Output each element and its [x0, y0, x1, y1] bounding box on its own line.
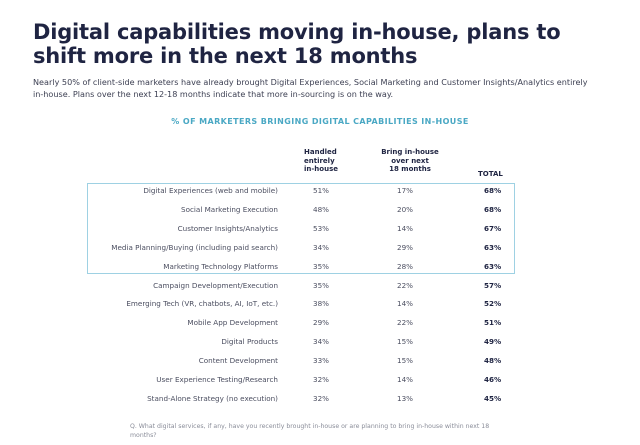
total-value: 52%	[484, 299, 502, 309]
table-row: Emerging Tech (VR, chatbots, AI, IoT, et…	[0, 295, 640, 313]
row-label: Stand-Alone Strategy (no execution)	[147, 393, 278, 403]
bring-value: 14%	[397, 223, 413, 233]
row-label: Marketing Technology Platforms	[163, 261, 278, 271]
column-header-total: TOTAL	[478, 170, 518, 179]
handled-value: 51%	[313, 186, 329, 195]
bring-value: 15%	[397, 337, 413, 347]
total-value: 63%	[484, 261, 502, 271]
handled-value: 35%	[313, 280, 329, 290]
handled-value: 34%	[313, 337, 329, 347]
column-header-handled: Handled entirely in-house	[304, 148, 354, 174]
bring-value: 28%	[397, 261, 413, 271]
bring-value: 14%	[397, 299, 413, 309]
row-label: Social Marketing Execution	[181, 204, 278, 214]
total-value: 63%	[484, 242, 502, 252]
bring-value: 14%	[397, 375, 413, 384]
title-line-1: Digital capabilities moving in-house, pl…	[33, 20, 561, 44]
handled-value: 32%	[313, 375, 329, 384]
table-row: User Experience Testing/Research 32% 14% 46…	[0, 371, 640, 389]
column-header-total-line-1: TOTAL	[478, 170, 503, 178]
row-label: Digital Experiences (web and mobile)	[143, 186, 278, 195]
row-label: Mobile App Development	[187, 318, 278, 328]
handled-value: 35%	[313, 261, 329, 271]
survey-question: Q. What digital services, if any, have y…	[130, 422, 540, 440]
page-title: Digital capabilities moving in-house, pl…	[33, 20, 623, 68]
table-row: Media Planning/Buying (including paid se…	[0, 239, 640, 257]
table-row: Digital Products 34% 15% 49%	[0, 333, 640, 351]
handled-value: 29%	[313, 318, 329, 328]
total-value: 67%	[484, 223, 502, 233]
bring-value: 22%	[397, 280, 413, 290]
row-label: Digital Products	[221, 337, 278, 347]
bring-value: 29%	[397, 242, 413, 252]
column-header-bring-line-1: Bring in-house	[381, 148, 439, 156]
total-value: 57%	[484, 280, 502, 290]
handled-value: 38%	[313, 299, 329, 309]
subtitle-line-2: in-house. Plans over the next 12-18 mont…	[33, 89, 394, 99]
column-header-bring: Bring in-house over next 18 months	[375, 148, 445, 174]
total-value: 68%	[484, 186, 502, 195]
table-row: Mobile App Development 29% 22% 51%	[0, 314, 640, 332]
row-label: Emerging Tech (VR, chatbots, AI, IoT, et…	[126, 299, 278, 309]
chart-title: % OF MARKETERS BRINGING DIGITAL CAPABILI…	[171, 117, 469, 126]
bring-value: 17%	[397, 186, 413, 195]
row-label: Content Development	[198, 356, 278, 366]
title-line-2: shift more in the next 18 months	[33, 44, 418, 68]
total-value: 68%	[484, 204, 502, 214]
column-header-bring-line-3: 18 months	[389, 165, 431, 173]
total-value: 46%	[484, 375, 502, 384]
bring-value: 13%	[397, 393, 413, 403]
survey-question-line-2: months?	[130, 432, 157, 439]
handled-value: 32%	[313, 393, 329, 403]
column-header-handled-line-3: in-house	[304, 165, 338, 173]
row-label: User Experience Testing/Research	[156, 375, 278, 384]
page-subtitle: Nearly 50% of client-side marketers have…	[33, 76, 618, 100]
total-value: 45%	[484, 393, 502, 403]
handled-value: 53%	[313, 223, 329, 233]
handled-value: 48%	[313, 204, 329, 214]
row-label: Campaign Development/Execution	[153, 280, 278, 290]
bring-value: 15%	[397, 356, 413, 366]
column-header-handled-line-2: entirely	[304, 156, 335, 165]
table-row: Social Marketing Execution 48% 20% 68%	[0, 201, 640, 219]
handled-value: 33%	[313, 356, 329, 366]
table-row: Digital Experiences (web and mobile) 51% 1…	[0, 182, 640, 200]
bring-value: 22%	[397, 318, 413, 328]
table-row: Customer Insights/Analytics 53% 14% 67%	[0, 220, 640, 238]
total-value: 51%	[484, 318, 502, 328]
column-header-bring-line-2: over next	[391, 156, 429, 165]
table-row: Content Development 33% 15% 48%	[0, 352, 640, 370]
column-header-handled-line-1: Handled	[304, 148, 337, 156]
subtitle-line-1: Nearly 50% of client-side marketers have…	[33, 77, 588, 87]
row-label: Media Planning/Buying (including paid se…	[111, 242, 278, 252]
highlight-box	[87, 183, 515, 274]
table-row: Marketing Technology Platforms 35% 28% 63%	[0, 258, 640, 276]
survey-question-line-1: Q. What digital services, if any, have y…	[130, 423, 490, 430]
handled-value: 34%	[313, 242, 329, 252]
bring-value: 20%	[397, 204, 413, 214]
total-value: 49%	[484, 337, 502, 347]
table-row: Campaign Development/Execution 35% 22% 57%	[0, 277, 640, 295]
total-value: 48%	[484, 356, 502, 366]
row-label: Customer Insights/Analytics	[177, 223, 278, 233]
table-row: Stand-Alone Strategy (no execution) 32% 13…	[0, 390, 640, 408]
